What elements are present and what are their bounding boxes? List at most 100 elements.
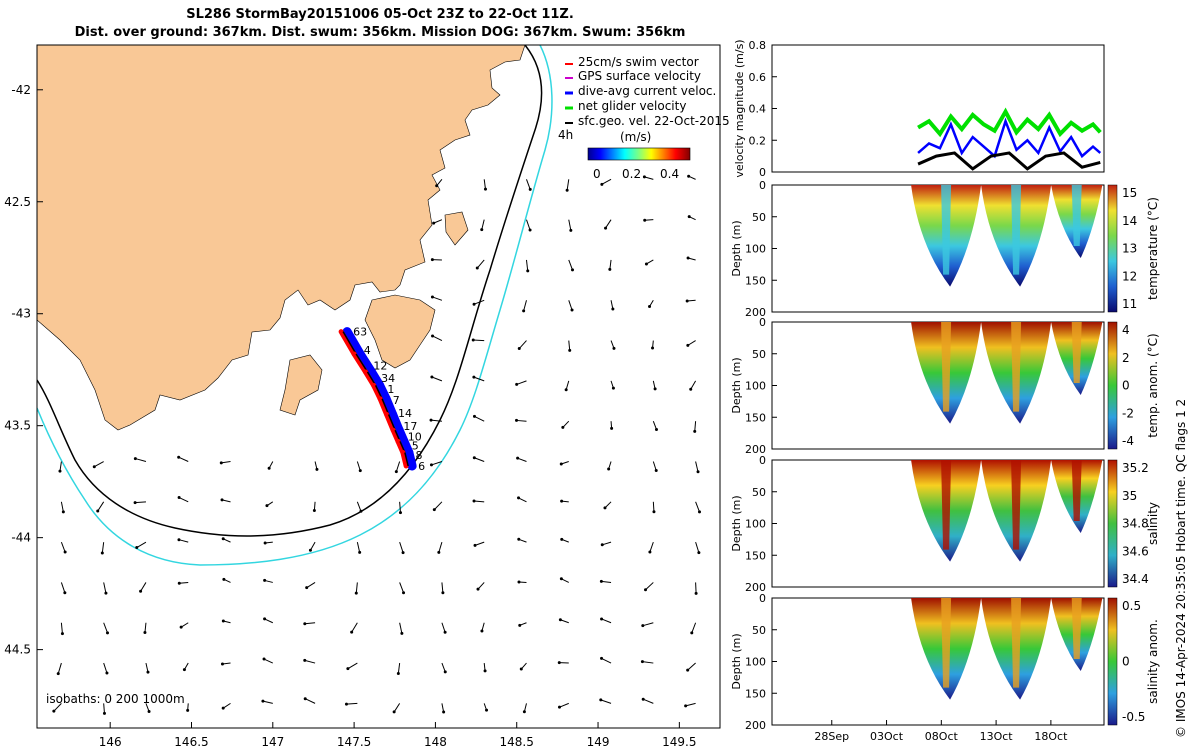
dive-avg-current-segment bbox=[404, 448, 417, 471]
track-line-segment bbox=[381, 398, 390, 415]
arrow-head bbox=[354, 591, 358, 595]
arrow-head bbox=[600, 656, 604, 660]
map-xtick-label: 147.5 bbox=[337, 735, 371, 749]
arrow-head bbox=[396, 672, 400, 676]
map-ytick-label: -42 bbox=[11, 83, 31, 97]
profile-core bbox=[1011, 460, 1022, 550]
arrow-head bbox=[443, 670, 447, 674]
arrow-head bbox=[600, 617, 604, 621]
arrow-head bbox=[519, 667, 523, 671]
surface-velocity-arrow bbox=[566, 179, 570, 191]
arrow-head bbox=[308, 548, 312, 552]
arrow-head bbox=[654, 427, 658, 431]
colorbar-tick-label: 34.6 bbox=[1122, 544, 1149, 558]
surface-velocity-arrow bbox=[526, 179, 531, 190]
arrow-head bbox=[105, 671, 109, 675]
arrow-head bbox=[437, 550, 441, 554]
surface-velocity-arrow bbox=[441, 582, 444, 593]
map-ytick-label: -43 bbox=[11, 307, 31, 321]
surface-velocity-arrow bbox=[473, 299, 485, 305]
map-ytick-label: 43.5 bbox=[4, 419, 31, 433]
arrow-head bbox=[569, 228, 573, 232]
arrow-head bbox=[560, 537, 564, 541]
arrow-head bbox=[104, 591, 108, 595]
surface-velocity-arrow bbox=[695, 461, 699, 472]
arrow-head bbox=[522, 710, 526, 714]
colorbar-tick-label: 13 bbox=[1122, 242, 1137, 256]
surface-velocity-arrow bbox=[568, 259, 573, 271]
arrow-head bbox=[570, 268, 574, 272]
surface-velocity-arrow bbox=[136, 541, 147, 548]
colorbar-tick-label: 35 bbox=[1122, 489, 1137, 503]
profile-core bbox=[1071, 598, 1082, 660]
arrow-head bbox=[648, 550, 652, 554]
legend-label-net: net glider velocity bbox=[578, 99, 686, 113]
tasmania-land bbox=[37, 45, 526, 431]
surface-velocity-arrow bbox=[393, 703, 401, 713]
surface-velocity-arrow bbox=[264, 618, 274, 624]
surface-velocity-arrow bbox=[430, 419, 442, 422]
surface-velocity-arrow bbox=[483, 179, 486, 190]
track-line-segment bbox=[404, 452, 409, 467]
surface-velocity-field bbox=[52, 174, 701, 715]
legend-label-swim: 25cm/s swim vector bbox=[578, 55, 699, 69]
arrow-head bbox=[476, 587, 480, 591]
arrow-head bbox=[686, 343, 690, 347]
arrow-head bbox=[518, 623, 522, 627]
arrow-head bbox=[312, 509, 316, 513]
arrow-head bbox=[305, 586, 309, 590]
profile-core bbox=[1011, 185, 1022, 275]
arrow-head bbox=[358, 469, 362, 473]
surface-velocity-arrow bbox=[602, 541, 612, 546]
arrow-head bbox=[485, 708, 489, 712]
arrow-head bbox=[220, 498, 224, 502]
arrow-head bbox=[472, 302, 476, 306]
map-legend: 25cm/s swim vector GPS surface velocity … bbox=[558, 55, 730, 181]
arrow-head bbox=[557, 661, 561, 665]
depth-ytick-label: 50 bbox=[752, 211, 766, 224]
surface-velocity-arrow bbox=[645, 582, 654, 591]
arrow-head bbox=[689, 387, 693, 391]
tasman-peninsula bbox=[364, 294, 436, 369]
colorbar-tick-label: 0.5 bbox=[1122, 599, 1141, 613]
surface-velocity-arrow bbox=[178, 456, 189, 462]
track-line-segment bbox=[342, 331, 357, 355]
glider-track bbox=[338, 327, 417, 471]
temp_anom-colorbar bbox=[1107, 321, 1118, 450]
surface-velocity-arrow bbox=[601, 657, 612, 664]
surface-velocity-arrow bbox=[356, 461, 361, 471]
track-label: 6 bbox=[418, 460, 425, 473]
arrow-head bbox=[693, 429, 697, 433]
chart-title: SL286 StormBay20151006 05-Oct 23Z to 22-… bbox=[186, 7, 574, 22]
arrow-head bbox=[430, 295, 434, 299]
depth-ytick-label: 200 bbox=[745, 581, 766, 594]
arrow-head bbox=[177, 538, 181, 542]
surface-velocity-arrow bbox=[145, 662, 149, 673]
arrow-head bbox=[480, 228, 484, 232]
arrow-head bbox=[517, 347, 521, 351]
arrow-head bbox=[608, 267, 612, 271]
surface-velocity-arrow bbox=[60, 622, 63, 634]
track-label: 34 bbox=[381, 372, 395, 385]
legend-label-sfc: sfc.geo. vel. 22-Oct-2015 bbox=[578, 114, 730, 128]
arrow-head bbox=[604, 226, 608, 230]
arrow-head bbox=[105, 631, 109, 635]
arrow-head bbox=[398, 511, 402, 515]
arrow-head bbox=[565, 188, 569, 192]
surface-velocity-arrow bbox=[568, 300, 573, 311]
arrow-head bbox=[480, 629, 484, 633]
bruny-island bbox=[279, 354, 323, 416]
arrow-head bbox=[182, 668, 186, 672]
surface-velocity-arrow bbox=[97, 501, 105, 512]
arrow-head bbox=[179, 625, 183, 629]
swim-vector-segment bbox=[384, 411, 396, 433]
arrow-head bbox=[560, 499, 564, 503]
arrow-head bbox=[641, 697, 645, 701]
arrow-head bbox=[686, 668, 690, 672]
arrow-head bbox=[483, 669, 487, 673]
temp_anom-panel: 0 50 100 150 200 Depth (m) 4 2 0 -2 -4 temp. anom. … bbox=[730, 316, 1160, 456]
arrow-head bbox=[100, 551, 104, 555]
date-xtick-label: 13Oct bbox=[980, 730, 1014, 743]
surface-velocity-arrow bbox=[473, 376, 485, 382]
